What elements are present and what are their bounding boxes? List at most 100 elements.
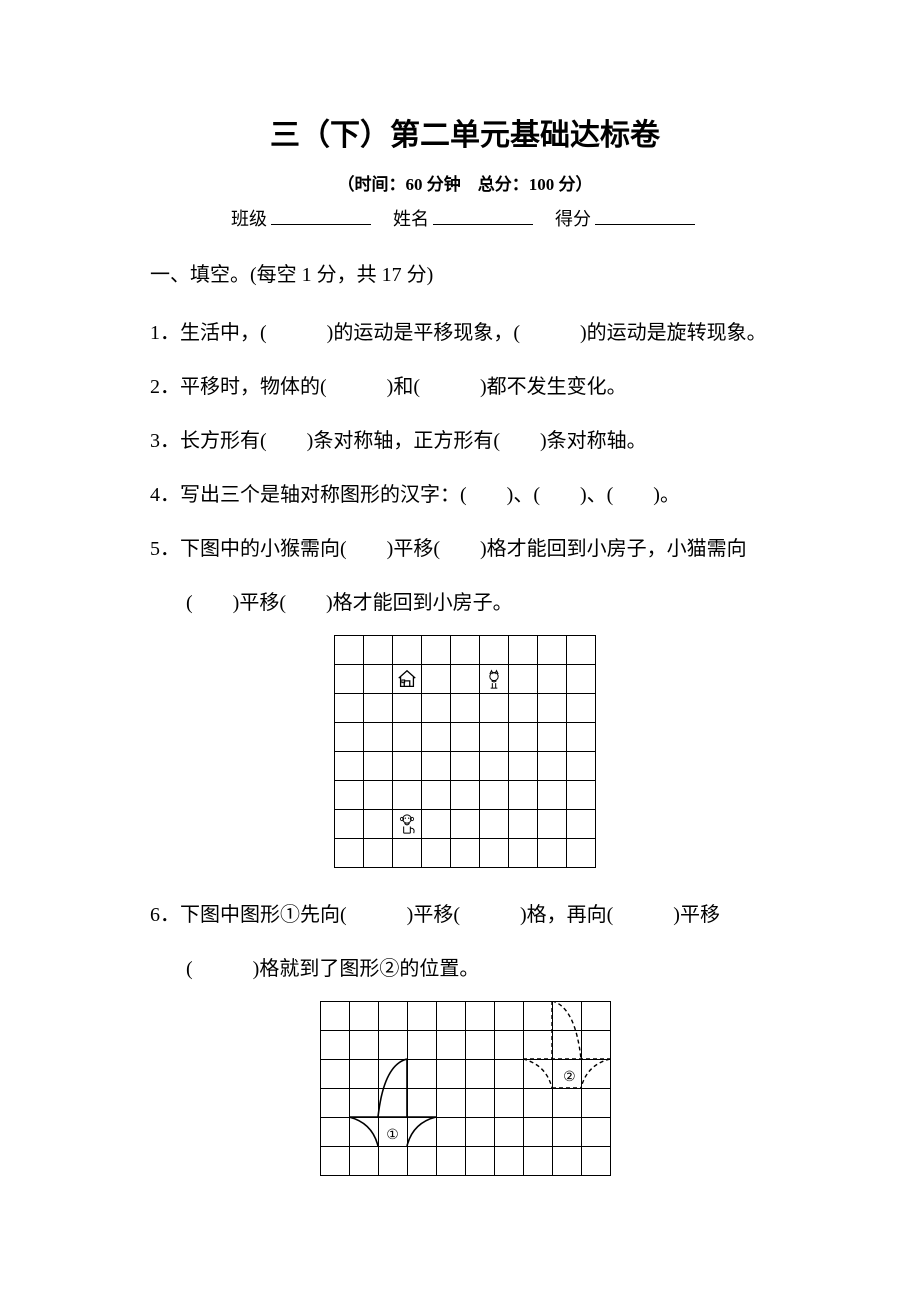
grid-cell [451, 781, 480, 810]
grid-2 [320, 1001, 611, 1176]
grid-cell [538, 781, 567, 810]
grid-cell [422, 636, 451, 665]
grid-cell [364, 781, 393, 810]
grid-cell [378, 1031, 407, 1060]
cat-icon [484, 668, 504, 690]
grid-cell [451, 839, 480, 868]
class-label: 班级 [231, 209, 267, 229]
grid-cell [538, 636, 567, 665]
grid-cell [378, 1147, 407, 1176]
grid-cell [465, 1002, 494, 1031]
question-6-line1: 6．下图中图形①先向( )平移( )格，再向( )平移 [150, 893, 780, 937]
grid-cell [465, 1118, 494, 1147]
grid-cell [422, 723, 451, 752]
section-1-heading: 一、填空。(每空 1 分，共 17 分) [150, 259, 780, 291]
name-blank[interactable] [433, 206, 533, 225]
grid-cell [552, 1147, 581, 1176]
house-icon [396, 668, 418, 690]
grid-cell [451, 636, 480, 665]
page-title: 三（下）第二单元基础达标卷 [150, 110, 780, 154]
grid-cell [509, 665, 538, 694]
grid-cell [349, 1031, 378, 1060]
grid-cell [436, 1118, 465, 1147]
grid-cell [422, 839, 451, 868]
grid-cell [581, 1147, 610, 1176]
grid-cell [567, 723, 596, 752]
grid-cell [465, 1089, 494, 1118]
grid-cell [393, 665, 422, 694]
grid-cell [567, 694, 596, 723]
grid-cell [480, 781, 509, 810]
grid-cell [335, 839, 364, 868]
grid-cell [320, 1002, 349, 1031]
grid-cell [523, 1031, 552, 1060]
grid-cell [335, 781, 364, 810]
grid-cell [378, 1089, 407, 1118]
grid-cell [335, 752, 364, 781]
grid-cell [538, 694, 567, 723]
grid-cell [494, 1060, 523, 1089]
page-subtitle: （时间：60 分钟 总分：100 分） [150, 170, 780, 195]
grid-1 [334, 635, 596, 868]
grid-cell [422, 781, 451, 810]
grid-cell [567, 781, 596, 810]
grid-cell [378, 1002, 407, 1031]
grid-cell [393, 694, 422, 723]
grid-cell [581, 1118, 610, 1147]
grid-cell [407, 1002, 436, 1031]
grid-cell [349, 1060, 378, 1089]
grid-cell [494, 1002, 523, 1031]
score-blank[interactable] [595, 206, 695, 225]
page: 三（下）第二单元基础达标卷 （时间：60 分钟 总分：100 分） 班级 姓名 … [0, 0, 920, 1302]
name-label: 姓名 [393, 209, 429, 229]
grid-cell [581, 1060, 610, 1089]
grid-cell [509, 752, 538, 781]
grid-cell [567, 665, 596, 694]
grid-cell [407, 1147, 436, 1176]
grid-cell [480, 839, 509, 868]
grid-cell [451, 694, 480, 723]
grid-cell [436, 1089, 465, 1118]
grid-cell [407, 1060, 436, 1089]
grid-cell [407, 1031, 436, 1060]
grid-cell [509, 694, 538, 723]
grid-cell [480, 723, 509, 752]
grid-cell [538, 810, 567, 839]
grid-cell [378, 1060, 407, 1089]
grid-cell [480, 810, 509, 839]
grid-cell [422, 810, 451, 839]
grid-cell [509, 636, 538, 665]
grid-cell [349, 1002, 378, 1031]
grid-cell [364, 636, 393, 665]
grid-cell [538, 723, 567, 752]
grid-cell [465, 1147, 494, 1176]
grid-cell [436, 1002, 465, 1031]
grid-cell [552, 1118, 581, 1147]
class-blank[interactable] [271, 206, 371, 225]
grid-cell [364, 752, 393, 781]
grid-cell [523, 1118, 552, 1147]
question-4: 4．写出三个是轴对称图形的汉字：( )、( )、( )。 [150, 473, 780, 517]
question-6-line2: ( )格就到了图形②的位置。 [150, 947, 780, 991]
grid-cell [393, 781, 422, 810]
grid-cell [364, 694, 393, 723]
grid-cell [320, 1031, 349, 1060]
grid-1-wrap [150, 635, 780, 873]
grid-cell [335, 636, 364, 665]
grid-cell [581, 1002, 610, 1031]
grid-cell [393, 636, 422, 665]
grid-cell [509, 839, 538, 868]
grid-cell [436, 1060, 465, 1089]
grid-cell [509, 810, 538, 839]
grid-cell [349, 1147, 378, 1176]
grid-cell [480, 694, 509, 723]
grid-cell [494, 1031, 523, 1060]
grid-cell [567, 752, 596, 781]
grid-cell [552, 1060, 581, 1089]
grid-cell [335, 810, 364, 839]
info-row: 班级 姓名 得分 [150, 205, 780, 231]
grid-cell [393, 723, 422, 752]
grid-cell [494, 1147, 523, 1176]
grid-cell [567, 636, 596, 665]
grid-cell [335, 665, 364, 694]
